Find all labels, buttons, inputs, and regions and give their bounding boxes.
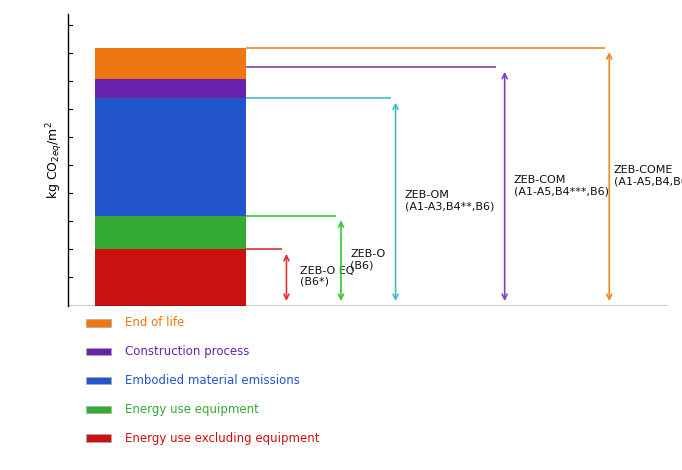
Text: ZEB-COME: ZEB-COME: [614, 165, 673, 175]
Bar: [86, 348, 110, 355]
Bar: [95, 78, 246, 98]
Text: Embodied material emissions: Embodied material emissions: [125, 374, 300, 387]
Text: End of life: End of life: [125, 316, 184, 329]
Bar: [95, 48, 246, 78]
Bar: [86, 320, 110, 327]
Text: (A1-A3,B4**,B6): (A1-A3,B4**,B6): [404, 201, 494, 212]
Y-axis label: kg CO$_{2eq}$/m$^2$: kg CO$_{2eq}$/m$^2$: [45, 121, 65, 199]
Text: ZEB-O EQ: ZEB-O EQ: [300, 266, 355, 276]
Text: ZEB-O: ZEB-O: [350, 249, 385, 259]
Bar: [95, 250, 246, 306]
Text: ZEB-COM: ZEB-COM: [514, 175, 566, 185]
Text: (B6): (B6): [350, 260, 374, 270]
Text: (A1-A5,B4***,B6): (A1-A5,B4***,B6): [514, 186, 609, 196]
Text: Energy use excluding equipment: Energy use excluding equipment: [125, 431, 320, 445]
Bar: [86, 406, 110, 413]
Bar: [95, 216, 246, 250]
Bar: [95, 98, 246, 216]
Text: (B6*): (B6*): [300, 277, 329, 287]
Text: Energy use equipment: Energy use equipment: [125, 403, 259, 416]
Text: Construction process: Construction process: [125, 345, 250, 358]
Text: (A1-A5,B4,B6,C1-C4): (A1-A5,B4,B6,C1-C4): [614, 176, 682, 186]
Bar: [86, 434, 110, 442]
Text: ZEB-OM: ZEB-OM: [404, 190, 449, 200]
Bar: [86, 377, 110, 384]
